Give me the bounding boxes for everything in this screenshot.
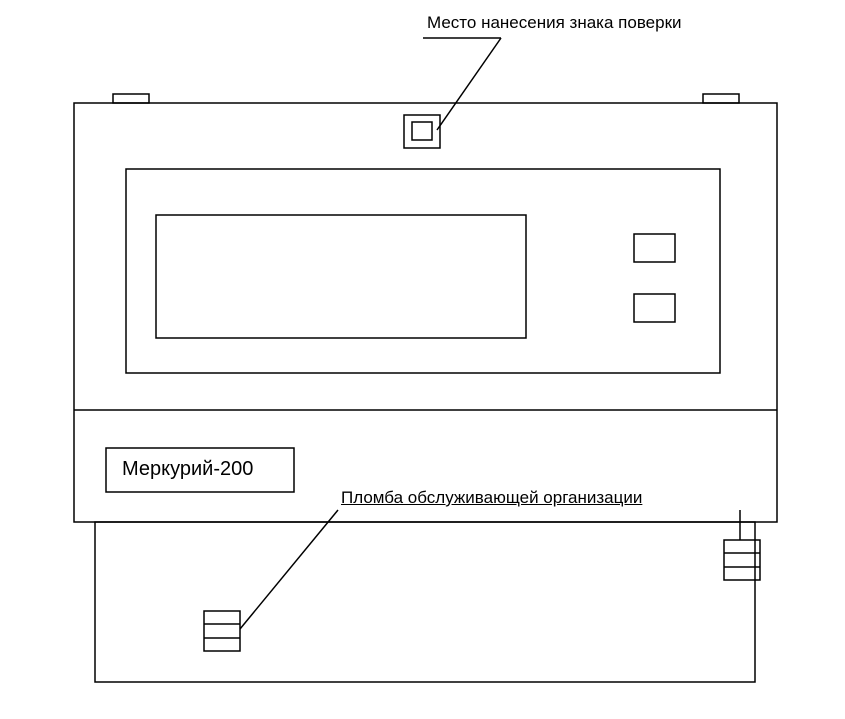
verification-mark-inner	[412, 122, 432, 140]
button-2	[634, 294, 675, 322]
callout-middle-label: Пломба обслуживающей организации	[341, 488, 741, 508]
verification-mark-outer	[404, 115, 440, 148]
device-diagram	[0, 0, 845, 719]
callout-left-leader	[240, 510, 338, 629]
top-tab-right	[703, 94, 739, 103]
device-name-label: Меркурий-200	[122, 458, 253, 481]
callout-top-label: Место нанесения знака поверки	[427, 13, 682, 33]
callout-top-leader	[437, 38, 501, 130]
inner-panel	[126, 169, 720, 373]
seal-left-outer	[204, 611, 240, 651]
outer-body-bottom	[95, 522, 755, 682]
top-tab-left	[113, 94, 149, 103]
lcd-display	[156, 215, 526, 338]
button-1	[634, 234, 675, 262]
